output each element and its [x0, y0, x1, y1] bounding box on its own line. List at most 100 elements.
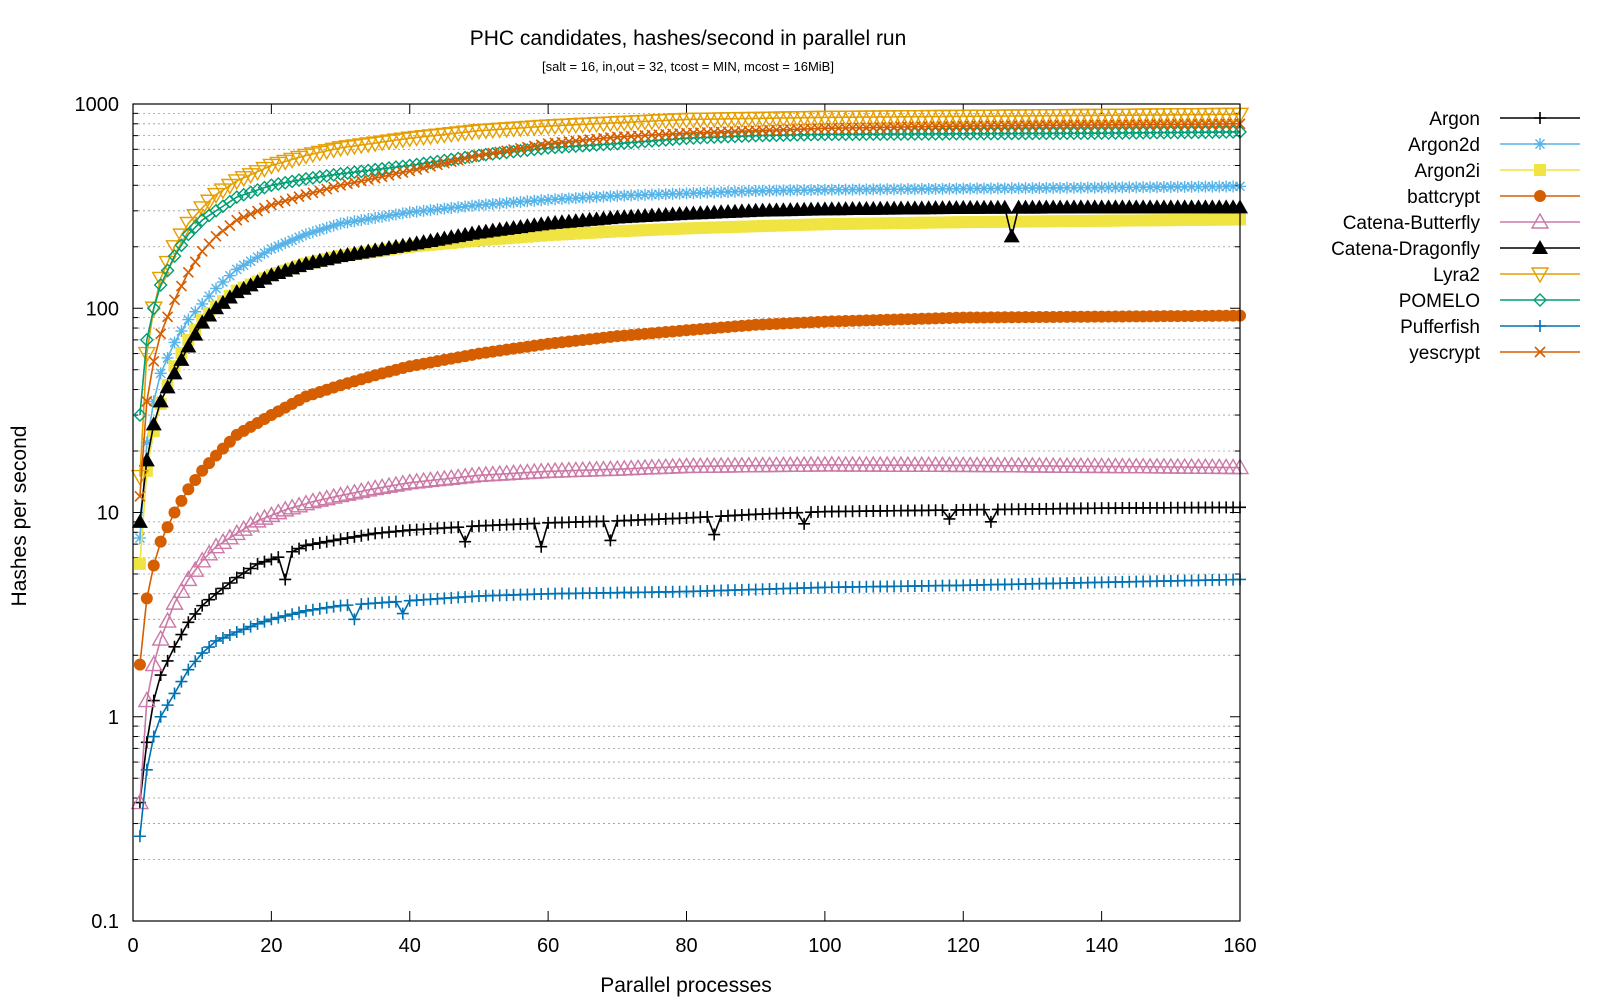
data-point [213, 532, 233, 549]
data-point [255, 508, 274, 525]
data-point [431, 203, 444, 216]
data-point [286, 545, 299, 558]
data-point [299, 539, 312, 552]
data-point [168, 336, 181, 349]
y-tick-label: 1 [108, 707, 119, 729]
data-point [1046, 126, 1061, 141]
data-point [227, 523, 246, 541]
data-point [147, 730, 160, 743]
data-point [203, 641, 216, 654]
data-point [251, 617, 264, 630]
data-point [1205, 125, 1220, 140]
data-point [1178, 180, 1191, 193]
series-line-lyra2 [139, 113, 1241, 477]
data-point [978, 503, 991, 516]
data-point [285, 174, 300, 189]
data-point [784, 184, 797, 197]
data-point [423, 155, 438, 170]
data-point [701, 186, 714, 199]
data-point [1039, 126, 1054, 141]
data-point [201, 307, 218, 322]
data-point [229, 190, 244, 205]
data-point [597, 515, 610, 528]
data-point [369, 211, 382, 224]
data-point [224, 219, 236, 232]
data-point [220, 178, 240, 195]
data-point [1198, 125, 1213, 140]
data-point [231, 214, 243, 226]
data-point [230, 263, 243, 276]
axis-ticks: 0.1 1 10 100 1000 0 20 40 60 80 100 120 140 160 [75, 94, 1257, 957]
data-point [414, 471, 433, 488]
data-point [1164, 180, 1177, 193]
legend-label: Catena-Dragonfly [1331, 239, 1480, 260]
data-point [203, 290, 216, 303]
data-point [921, 126, 936, 141]
data-point [244, 620, 257, 633]
legend-item-argon2i: Argon2i [1415, 161, 1580, 182]
data-point [459, 200, 472, 213]
data-point [272, 551, 285, 564]
data-point [376, 171, 388, 183]
data-point [313, 602, 326, 615]
data-point [1149, 125, 1164, 140]
data-point [369, 172, 381, 184]
data-point [245, 208, 257, 220]
data-point [1212, 125, 1227, 140]
data-point [237, 259, 250, 272]
data-point [928, 126, 943, 141]
data-point [210, 634, 223, 647]
data-point [393, 474, 413, 491]
data-point [1032, 126, 1047, 141]
data-point [168, 687, 181, 700]
data-point [466, 151, 478, 163]
data-point [435, 469, 454, 486]
data-point [908, 183, 921, 196]
data-point [400, 473, 419, 490]
data-point [244, 255, 257, 268]
data-point [189, 474, 202, 487]
legend-marker [1534, 112, 1546, 124]
data-point [132, 408, 147, 423]
data-point [241, 515, 260, 532]
x-tick-label: 0 [127, 935, 138, 957]
data-point [196, 464, 209, 477]
data-point [1213, 180, 1226, 193]
data-point [206, 187, 226, 205]
data-point [262, 505, 281, 523]
data-point [1129, 125, 1144, 140]
data-point [424, 160, 437, 172]
data-point [158, 611, 177, 628]
data-point [735, 185, 748, 198]
data-point [997, 126, 1012, 141]
data-point [306, 603, 319, 616]
data-point [307, 187, 319, 199]
data-point [210, 587, 223, 600]
legend-label: Catena-Butterfly [1343, 213, 1481, 234]
data-point [943, 182, 956, 195]
data-point [203, 457, 216, 470]
data-point [271, 177, 286, 191]
data-point [389, 595, 402, 608]
legend-marker [1534, 346, 1546, 358]
data-point [320, 601, 333, 614]
data-point [155, 328, 167, 340]
data-point [666, 187, 679, 200]
series-argon [133, 501, 1246, 809]
data-point [597, 190, 610, 203]
data-point [289, 496, 309, 513]
legend-label: Argon2d [1408, 135, 1480, 156]
data-point [355, 529, 368, 542]
legend-marker [1530, 212, 1550, 229]
data-point [375, 161, 390, 176]
data-point [442, 468, 461, 485]
data-point [673, 187, 686, 200]
data-point [805, 184, 818, 197]
data-point [1011, 126, 1026, 141]
data-point [1095, 181, 1108, 194]
data-point [742, 185, 755, 198]
series-catena-dragonfly [131, 199, 1248, 528]
data-point [194, 314, 211, 329]
data-point [334, 217, 347, 230]
data-point [165, 593, 184, 610]
